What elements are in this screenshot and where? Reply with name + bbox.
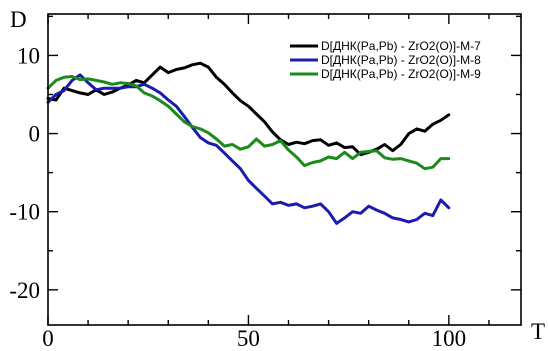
series-line-1 (46, 61, 451, 157)
legend-label-3: D[ДНК(Pa,Pb) - ZrO2(O)]-M-9 (321, 67, 481, 81)
chart-legend: D[ДНК(Pa,Pb) - ZrO2(O)]-M-7D[ДНК(Pa,Pb) … (290, 39, 481, 81)
series-line-3 (46, 75, 451, 171)
x-axis-title: T (531, 319, 545, 344)
plot-frame (47, 13, 522, 326)
series-line-2 (46, 73, 451, 225)
x-tick-label: 0 (42, 326, 54, 351)
legend-label-1: D[ДНК(Pa,Pb) - ZrO2(O)]-M-7 (321, 39, 481, 53)
x-tick-label: 100 (432, 326, 467, 351)
legend-label-2: D[ДНК(Pa,Pb) - ZrO2(O)]-M-8 (321, 53, 481, 67)
axis-ticks (47, 14, 521, 325)
y-tick-label: 0 (29, 122, 41, 147)
y-tick-label: -20 (9, 278, 40, 303)
y-axis-title: D (10, 7, 27, 32)
x-tick-label: 50 (237, 326, 260, 351)
y-tick-label: 10 (17, 43, 40, 68)
y-tick-label: -10 (9, 200, 40, 225)
plot-series (46, 61, 451, 225)
